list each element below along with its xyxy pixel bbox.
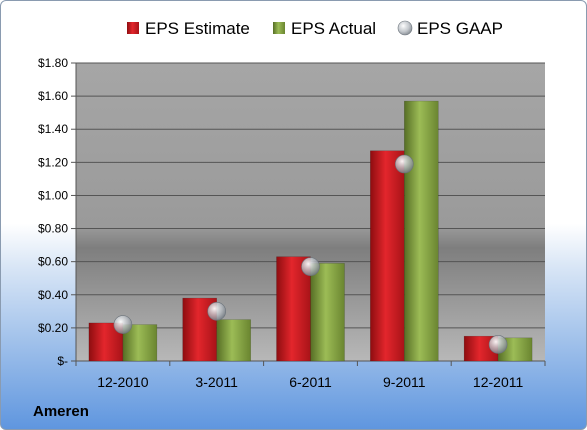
x-tick-label: 6-2011: [289, 374, 332, 390]
legend: EPS Estimate EPS Actual EPS GAAP: [127, 19, 503, 38]
y-tick-label: $1.80: [38, 56, 68, 70]
y-tick-label: $1.00: [38, 188, 68, 202]
eps-gaap-marker: [488, 335, 508, 354]
y-tick-label: $0.80: [38, 222, 68, 236]
eps-gaap-marker: [394, 154, 414, 174]
y-tick-label: $-: [57, 354, 68, 368]
y-tick-label: $0.60: [38, 255, 68, 269]
eps-estimate-bar: [276, 256, 311, 362]
eps-gaap-marker: [207, 302, 226, 321]
company-name: Ameren: [33, 403, 89, 420]
y-tick-label: $1.40: [38, 122, 68, 136]
gaap-markers: [113, 154, 508, 354]
x-tick-label: 12-2011: [473, 374, 524, 390]
eps-gaap-marker: [113, 315, 133, 334]
x-tick-label: 9-2011: [383, 374, 426, 390]
x-tick-label: 3-2011: [195, 374, 238, 390]
legend-label: EPS Actual: [291, 19, 376, 38]
legend-swatch: [273, 22, 285, 34]
y-tick-label: $1.20: [38, 155, 68, 169]
legend-label: EPS GAAP: [417, 19, 503, 38]
y-tick-label: $0.40: [38, 288, 68, 302]
eps-actual-bar: [310, 263, 345, 362]
eps-estimate-bar: [370, 150, 405, 362]
legend-label: EPS Estimate: [145, 19, 250, 38]
y-axis: $- $0.20 $0.40 $0.60 $0.80 $1.00 $1.20 $1.40 $1.…: [38, 56, 77, 368]
x-axis: 12-2010 3-2011 6-2011 9-2011 12-2011: [75, 360, 546, 390]
y-tick-label: $1.60: [38, 89, 68, 103]
eps-actual-bar: [216, 319, 251, 362]
y-tick-label: $0.20: [38, 321, 68, 335]
legend-swatch: [127, 22, 139, 34]
eps-gaap-marker: [301, 257, 320, 276]
bars: [88, 100, 533, 362]
eps-actual-bar: [404, 100, 439, 362]
x-tick-label: 12-2010: [97, 374, 149, 390]
legend-swatch: [397, 20, 413, 36]
